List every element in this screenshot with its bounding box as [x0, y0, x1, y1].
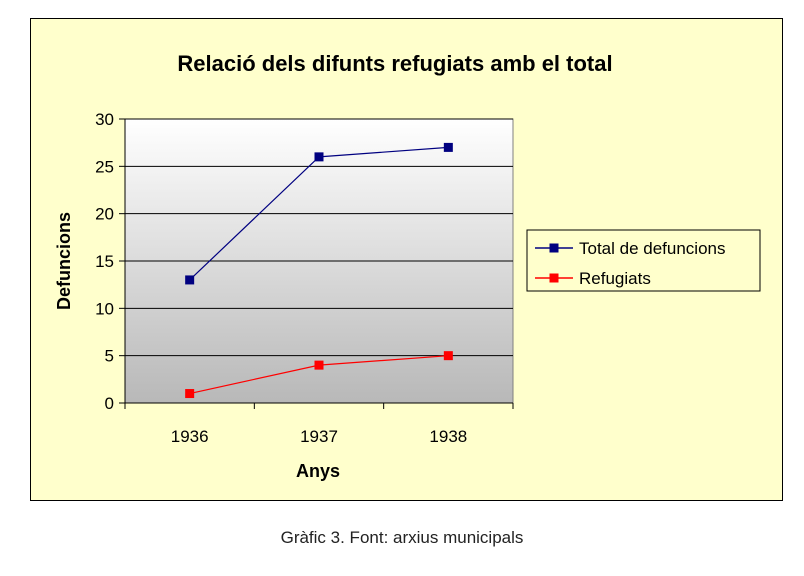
data-point-marker — [443, 351, 453, 361]
y-tick-label: 30 — [95, 110, 114, 129]
y-axis-label: Defuncions — [54, 212, 74, 310]
x-tick-label: 1938 — [429, 427, 467, 446]
legend-marker-swatch — [549, 273, 559, 283]
figure-caption: Gràfic 3. Font: arxius municipals — [280, 528, 524, 547]
legend-label: Total de defuncions — [579, 239, 726, 258]
y-tick-label: 15 — [95, 252, 114, 271]
legend-marker-swatch — [549, 243, 559, 253]
legend-box — [526, 229, 761, 292]
y-tick-label: 5 — [105, 347, 114, 366]
data-point-marker — [185, 389, 195, 399]
series-0 — [185, 142, 453, 285]
x-tick-label: 1936 — [171, 427, 209, 446]
data-point-marker — [314, 152, 324, 162]
data-point-marker — [314, 360, 324, 370]
line-chart: Relació dels difunts refugiats amb el to… — [54, 51, 761, 481]
x-tick-label: 1937 — [300, 427, 338, 446]
x-axis-ticks: 1936 1937 1938 — [124, 403, 514, 446]
y-tick-label: 25 — [95, 157, 114, 176]
chart-title: Relació dels difunts refugiats amb el to… — [177, 51, 612, 76]
y-tick-label: 10 — [95, 299, 114, 318]
data-point-marker — [443, 142, 453, 152]
legend: Total de defuncions Refugiats — [526, 229, 761, 292]
series-lines — [185, 142, 453, 399]
x-axis-label: Anys — [296, 461, 340, 481]
legend-label: Refugiats — [579, 269, 651, 288]
chart-frame: Relació dels difunts refugiats amb el to… — [30, 18, 783, 501]
y-axis-ticks: 0 5 10 15 20 25 30 — [95, 110, 125, 413]
legend-item: Total de defuncions — [535, 239, 726, 258]
legend-items: Total de defuncions Refugiats — [535, 239, 726, 288]
series-1 — [185, 351, 453, 399]
y-tick-label: 20 — [95, 205, 114, 224]
legend-item: Refugiats — [535, 269, 651, 288]
data-point-marker — [185, 275, 195, 285]
y-tick-label: 0 — [105, 394, 114, 413]
